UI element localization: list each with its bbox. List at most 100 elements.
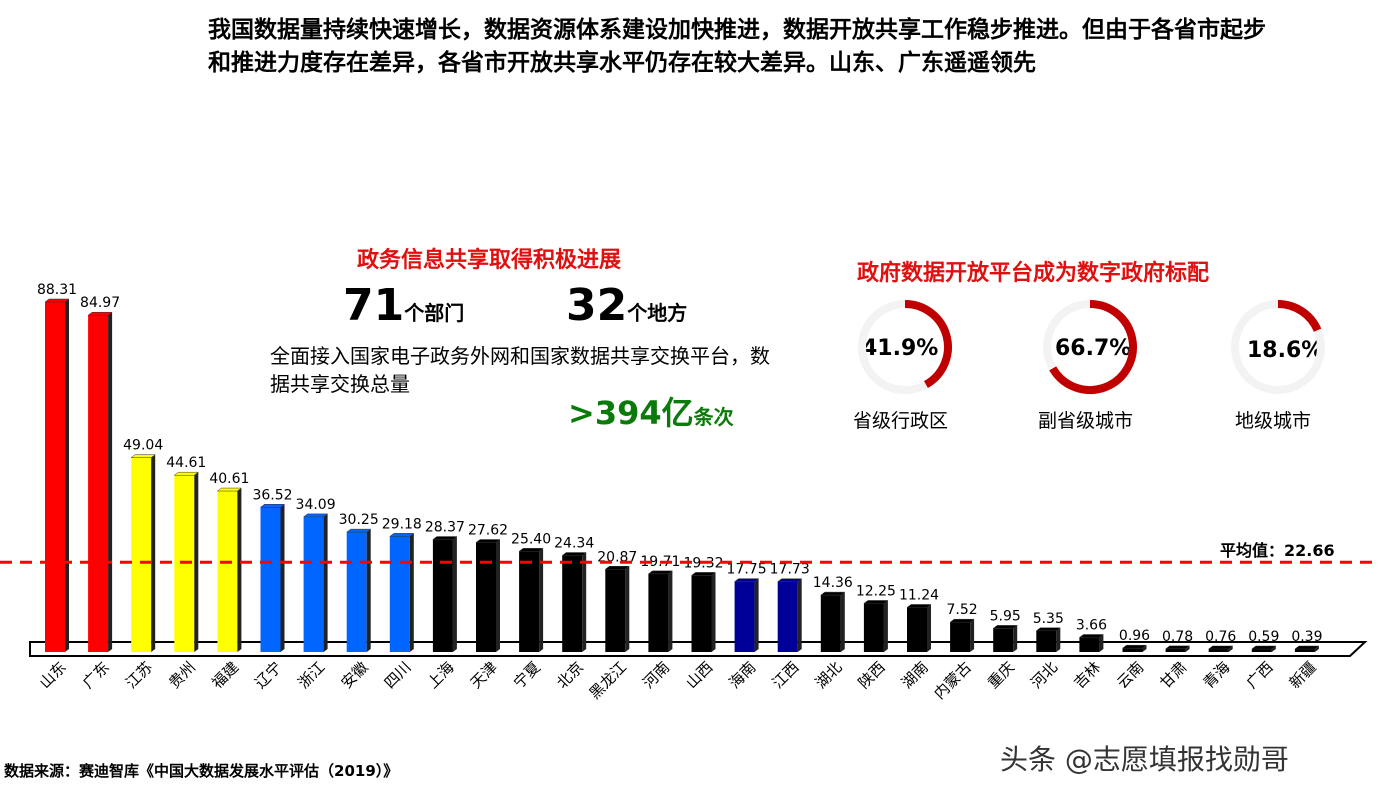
bar: [777, 581, 798, 652]
bar-top: [44, 298, 70, 303]
category-label: 湖南: [898, 658, 932, 692]
bar: [303, 516, 324, 652]
bar: [820, 595, 841, 652]
category-label: 湖北: [812, 658, 846, 692]
bar-top: [1121, 644, 1148, 649]
bar-top: [690, 572, 717, 576]
data-label: 7.52: [947, 602, 978, 618]
total-exchange-number: >394亿: [568, 394, 694, 432]
category-label: 吉林: [1070, 658, 1104, 692]
gauge-label: 地级城市: [1235, 410, 1312, 432]
data-label: 11.24: [899, 587, 939, 603]
bar-top: [475, 539, 501, 543]
category-label: 甘肃: [1156, 658, 1190, 692]
bar-top: [776, 578, 803, 582]
bar: [131, 457, 152, 652]
bar-top: [604, 566, 631, 570]
data-label: 84.97: [80, 295, 120, 311]
data-label: 14.36: [813, 575, 853, 591]
bar-top: [1251, 645, 1277, 650]
bar: [519, 551, 540, 652]
bar: [260, 507, 281, 652]
gauge-label: 省级行政区: [853, 410, 949, 432]
average-label: 平均值：22.66: [1220, 541, 1335, 560]
bar: [1122, 648, 1143, 652]
bar: [1036, 630, 1057, 652]
stat-regions-unit: 个地方: [627, 301, 688, 325]
category-label: 宁夏: [510, 658, 544, 692]
data-label: 40.61: [209, 471, 249, 487]
bar-top: [1207, 645, 1234, 650]
bar-side: [582, 552, 587, 652]
bar-side: [1099, 634, 1104, 652]
category-label: 贵州: [165, 658, 199, 692]
data-label: 27.62: [468, 523, 508, 539]
category-label: 安徽: [338, 658, 372, 692]
category-label: 海南: [725, 658, 759, 692]
bar-top: [647, 570, 674, 575]
bar-top: [389, 533, 415, 537]
bar: [691, 575, 712, 652]
category-label: 广西: [1243, 658, 1277, 692]
bar: [562, 555, 583, 652]
total-exchange-unit: 条次: [693, 405, 734, 429]
bar-top: [518, 548, 544, 552]
category-label: 广东: [79, 658, 113, 692]
bar-side: [797, 578, 802, 652]
gauge-arc: [1277, 300, 1322, 332]
category-label: 内蒙古: [930, 658, 975, 703]
bar: [432, 539, 453, 652]
data-label: 5.95: [990, 608, 1021, 624]
data-label: 3.66: [1076, 617, 1107, 633]
data-label: 36.52: [252, 487, 292, 503]
data-label: 49.04: [123, 438, 163, 454]
bar: [1208, 648, 1229, 652]
data-label: 29.18: [382, 516, 422, 532]
bar-side: [625, 566, 630, 652]
data-label: 5.35: [1033, 611, 1064, 627]
bar-top: [173, 471, 200, 476]
category-label: 青海: [1200, 658, 1234, 692]
data-label: 0.39: [1291, 629, 1322, 645]
data-label: 88.31: [37, 282, 77, 298]
bar: [648, 573, 669, 652]
bar-top: [1164, 645, 1191, 650]
data-label: 28.37: [425, 520, 465, 536]
bar: [1165, 648, 1186, 652]
stat-regions: 32个地方: [566, 280, 687, 331]
bar-top: [561, 552, 587, 556]
bar-top: [130, 454, 156, 458]
bar-top: [820, 591, 846, 596]
bar-side: [970, 619, 975, 652]
bar-side: [883, 600, 888, 652]
bar-side: [194, 472, 199, 652]
bar: [1251, 649, 1272, 652]
bar-side: [409, 533, 414, 652]
bar-side: [323, 513, 328, 652]
bar-side: [1314, 646, 1319, 652]
gauge-arc: [904, 300, 952, 389]
bar-side: [754, 578, 759, 652]
headline: 我国数据量持续快速增长，数据资源体系建设加快推进，数据开放共享工作稳步推进。但由…: [208, 17, 1266, 76]
data-source: 数据来源：赛迪智库《中国大数据发展水平评估（2019）》: [4, 762, 399, 780]
category-label: 江西: [769, 658, 803, 692]
category-label: 浙江: [294, 658, 328, 692]
bar-side: [1056, 627, 1061, 652]
bar-side: [366, 529, 371, 652]
bar: [734, 581, 755, 652]
bar-side: [840, 592, 845, 652]
data-label: 0.76: [1205, 629, 1236, 645]
bar-side: [496, 539, 500, 652]
bar: [346, 532, 367, 652]
stat-departments-unit: 个部门: [404, 301, 465, 325]
bar: [605, 569, 626, 652]
bar: [907, 607, 927, 652]
panel-left-description: 全面接入国家电子政务外网和国家数据共享交换平台，数据共享交换总量: [270, 344, 770, 396]
stat-regions-number: 32: [566, 280, 628, 331]
bar-top: [1078, 634, 1105, 638]
bar: [389, 536, 410, 652]
category-label: 陕西: [855, 658, 889, 692]
category-label: 北京: [553, 658, 587, 692]
stat-departments-number: 71: [343, 280, 405, 331]
